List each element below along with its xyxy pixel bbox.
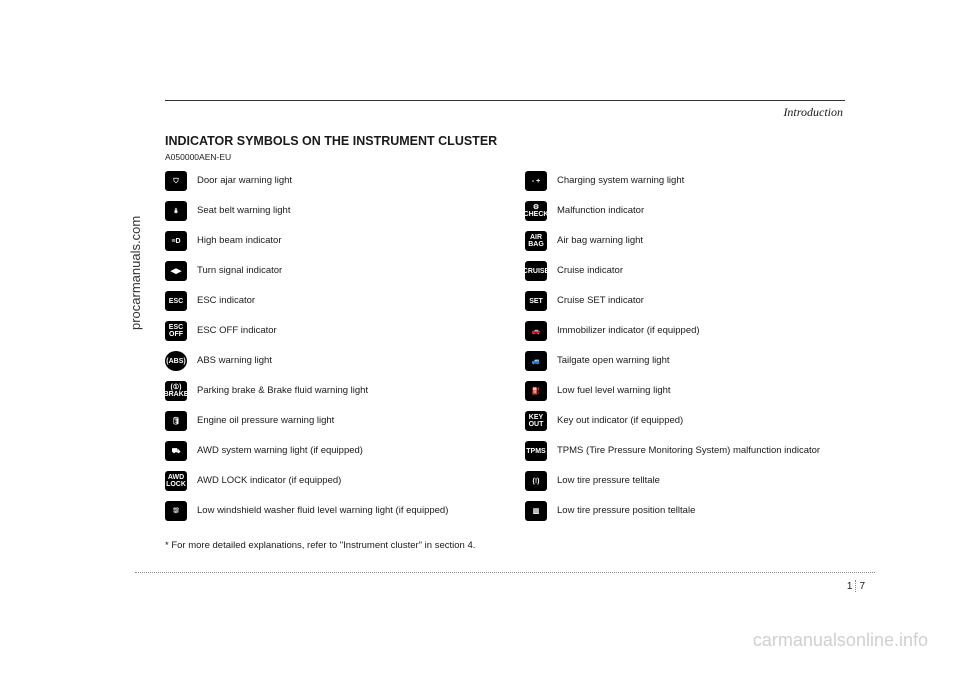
indicator-row: ◀▶ Turn signal indicator — [165, 256, 485, 286]
indicator-row: AWD LOCK AWD LOCK indicator (if equipped) — [165, 466, 485, 496]
low-tire-icon: (!) — [525, 471, 547, 491]
indicator-row: (ABS) ABS warning light — [165, 346, 485, 376]
indicator-label: Key out indicator (if equipped) — [557, 415, 683, 426]
indicator-row: AIR BAG Air bag warning light — [525, 226, 845, 256]
indicator-label: Parking brake & Brake fluid warning ligh… — [197, 385, 368, 396]
site-watermark: carmanualsonline.info — [753, 630, 928, 651]
fuel-icon: ⛽ — [525, 381, 547, 401]
indicator-label: Door ajar warning light — [197, 175, 292, 186]
indicator-label: Cruise SET indicator — [557, 295, 644, 306]
tire-pos-icon: ▥ — [525, 501, 547, 521]
indicator-col-right: - + Charging system warning light ⚙ CHECK M… — [525, 166, 845, 526]
page-number-divider — [855, 580, 856, 592]
indicator-row: 🜯 Seat belt warning light — [165, 196, 485, 226]
indicator-row: ⛆ Low windshield washer fluid level warni… — [165, 496, 485, 526]
indicator-row: - + Charging system warning light — [525, 166, 845, 196]
tailgate-icon: 🚙 — [525, 351, 547, 371]
key-out-icon: KEY OUT — [525, 411, 547, 431]
cruise-set-icon: SET — [525, 291, 547, 311]
indicator-row: TPMS TPMS (Tire Pressure Monitoring Syste… — [525, 436, 845, 466]
indicator-row: 🛢 Engine oil pressure warning light — [165, 406, 485, 436]
indicator-label: Engine oil pressure warning light — [197, 415, 334, 426]
check-engine-icon: ⚙ CHECK — [525, 201, 547, 221]
indicator-label: Turn signal indicator — [197, 265, 282, 276]
indicator-label: Charging system warning light — [557, 175, 684, 186]
brake-icon: (①) BRAKE — [165, 381, 187, 401]
awd-warn-icon: ⛟ — [165, 441, 187, 461]
indicator-label: Malfunction indicator — [557, 205, 644, 216]
page-title: INDICATOR SYMBOLS ON THE INSTRUMENT CLUS… — [165, 134, 845, 148]
indicator-row: 🚙 Tailgate open warning light — [525, 346, 845, 376]
indicator-row: ▥ Low tire pressure position telltale — [525, 496, 845, 526]
page-number-page: 7 — [859, 581, 865, 592]
indicator-label: TPMS (Tire Pressure Monitoring System) m… — [557, 445, 820, 456]
door-ajar-icon: ⛉ — [165, 171, 187, 191]
page-number: 1 7 — [847, 580, 865, 592]
indicator-label: AWD LOCK indicator (if equipped) — [197, 475, 341, 486]
indicator-label: Seat belt warning light — [197, 205, 290, 216]
indicator-label: ESC indicator — [197, 295, 255, 306]
abs-icon: (ABS) — [165, 351, 187, 371]
indicator-row: ESC OFF ESC OFF indicator — [165, 316, 485, 346]
indicator-label: ESC OFF indicator — [197, 325, 277, 336]
indicator-row: ESC ESC indicator — [165, 286, 485, 316]
indicator-label: Immobilizer indicator (if equipped) — [557, 325, 700, 336]
indicator-label: ABS warning light — [197, 355, 272, 366]
immobilizer-icon: 🚗 — [525, 321, 547, 341]
indicator-label: Air bag warning light — [557, 235, 643, 246]
indicator-row: ⛟ AWD system warning light (if equipped) — [165, 436, 485, 466]
header-rule — [165, 100, 845, 101]
page-number-chapter: 1 — [847, 581, 853, 592]
indicator-label: Cruise indicator — [557, 265, 623, 276]
oil-icon: 🛢 — [165, 411, 187, 431]
esc-off-icon: ESC OFF — [165, 321, 187, 341]
tpms-icon: TPMS — [525, 441, 547, 461]
indicator-label: AWD system warning light (if equipped) — [197, 445, 363, 456]
indicator-row: KEY OUT Key out indicator (if equipped) — [525, 406, 845, 436]
battery-icon: - + — [525, 171, 547, 191]
indicator-row: ⛉ Door ajar warning light — [165, 166, 485, 196]
doc-number: A050000AEN-EU — [165, 152, 845, 162]
seatbelt-icon: 🜯 — [165, 201, 187, 221]
side-watermark: procarmanuals.com — [128, 216, 143, 330]
awd-lock-icon: AWD LOCK — [165, 471, 187, 491]
page-content: Introduction INDICATOR SYMBOLS ON THE IN… — [165, 100, 845, 551]
section-label: Introduction — [165, 105, 845, 120]
cruise-icon: CRUISE — [525, 261, 547, 281]
indicator-label: Tailgate open warning light — [557, 355, 670, 366]
indicator-row: (①) BRAKE Parking brake & Brake fluid war… — [165, 376, 485, 406]
indicator-label: Low tire pressure position telltale — [557, 505, 695, 516]
footer-dotted-rule — [135, 572, 875, 573]
footnote: * For more detailed explanations, refer … — [165, 540, 845, 551]
indicator-row: CRUISE Cruise indicator — [525, 256, 845, 286]
indicator-columns: ⛉ Door ajar warning light 🜯 Seat belt warni… — [165, 166, 845, 526]
indicator-row: SET Cruise SET indicator — [525, 286, 845, 316]
indicator-row: ⛽ Low fuel level warning light — [525, 376, 845, 406]
indicator-label: Low windshield washer fluid level warnin… — [197, 505, 448, 516]
indicator-label: Low fuel level warning light — [557, 385, 671, 396]
indicator-label: High beam indicator — [197, 235, 282, 246]
turn-signal-icon: ◀▶ — [165, 261, 187, 281]
indicator-row: ⚙ CHECK Malfunction indicator — [525, 196, 845, 226]
indicator-row: 🚗 Immobilizer indicator (if equipped) — [525, 316, 845, 346]
indicator-row: ≡D High beam indicator — [165, 226, 485, 256]
airbag-icon: AIR BAG — [525, 231, 547, 251]
indicator-row: (!) Low tire pressure telltale — [525, 466, 845, 496]
indicator-col-left: ⛉ Door ajar warning light 🜯 Seat belt warni… — [165, 166, 485, 526]
esc-icon: ESC — [165, 291, 187, 311]
washer-fluid-icon: ⛆ — [165, 501, 187, 521]
high-beam-icon: ≡D — [165, 231, 187, 251]
indicator-label: Low tire pressure telltale — [557, 475, 660, 486]
